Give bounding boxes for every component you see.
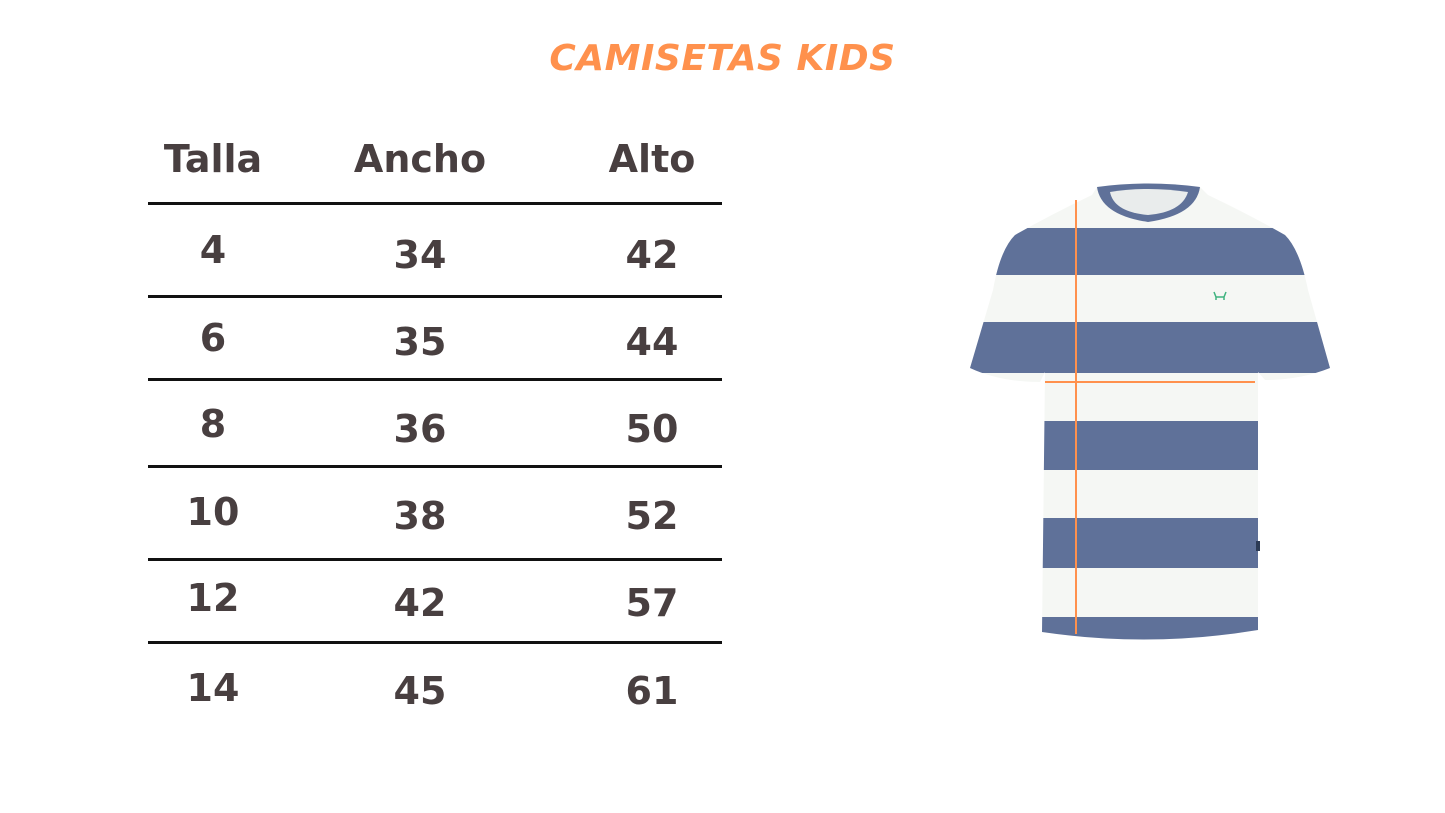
table-divider bbox=[148, 641, 722, 644]
cell-alto: 50 bbox=[625, 407, 679, 451]
cell-alto: 52 bbox=[625, 494, 679, 538]
cell-ancho: 34 bbox=[393, 233, 447, 277]
cell-talla: 8 bbox=[199, 402, 227, 446]
cell-alto: 57 bbox=[625, 581, 679, 625]
cell-ancho: 38 bbox=[393, 494, 447, 538]
cell-alto: 61 bbox=[625, 669, 679, 713]
table-divider bbox=[148, 295, 722, 298]
cell-talla: 12 bbox=[186, 576, 240, 620]
table-divider bbox=[148, 558, 722, 561]
cell-alto: 42 bbox=[625, 233, 679, 277]
cell-alto: 44 bbox=[625, 320, 679, 364]
cell-ancho: 35 bbox=[393, 320, 447, 364]
table-divider bbox=[148, 465, 722, 468]
cell-ancho: 45 bbox=[393, 669, 447, 713]
stripe bbox=[970, 421, 1330, 470]
stripe bbox=[970, 228, 1330, 275]
page-title: CAMISETAS KIDS bbox=[549, 38, 896, 79]
header-talla: Talla bbox=[163, 137, 263, 181]
stripe bbox=[970, 518, 1330, 568]
table-divider bbox=[148, 378, 722, 381]
cell-ancho: 42 bbox=[393, 581, 447, 625]
cell-talla: 4 bbox=[199, 228, 227, 272]
crab-logo-icon bbox=[1213, 291, 1227, 300]
cell-talla: 14 bbox=[186, 666, 240, 710]
header-alto: Alto bbox=[608, 137, 696, 181]
header-ancho: Ancho bbox=[353, 137, 487, 181]
cell-talla: 10 bbox=[186, 490, 240, 534]
table-divider bbox=[148, 202, 722, 205]
stripe bbox=[970, 322, 1330, 373]
cell-ancho: 36 bbox=[393, 407, 447, 451]
stripe bbox=[970, 617, 1330, 640]
cell-talla: 6 bbox=[199, 316, 227, 360]
